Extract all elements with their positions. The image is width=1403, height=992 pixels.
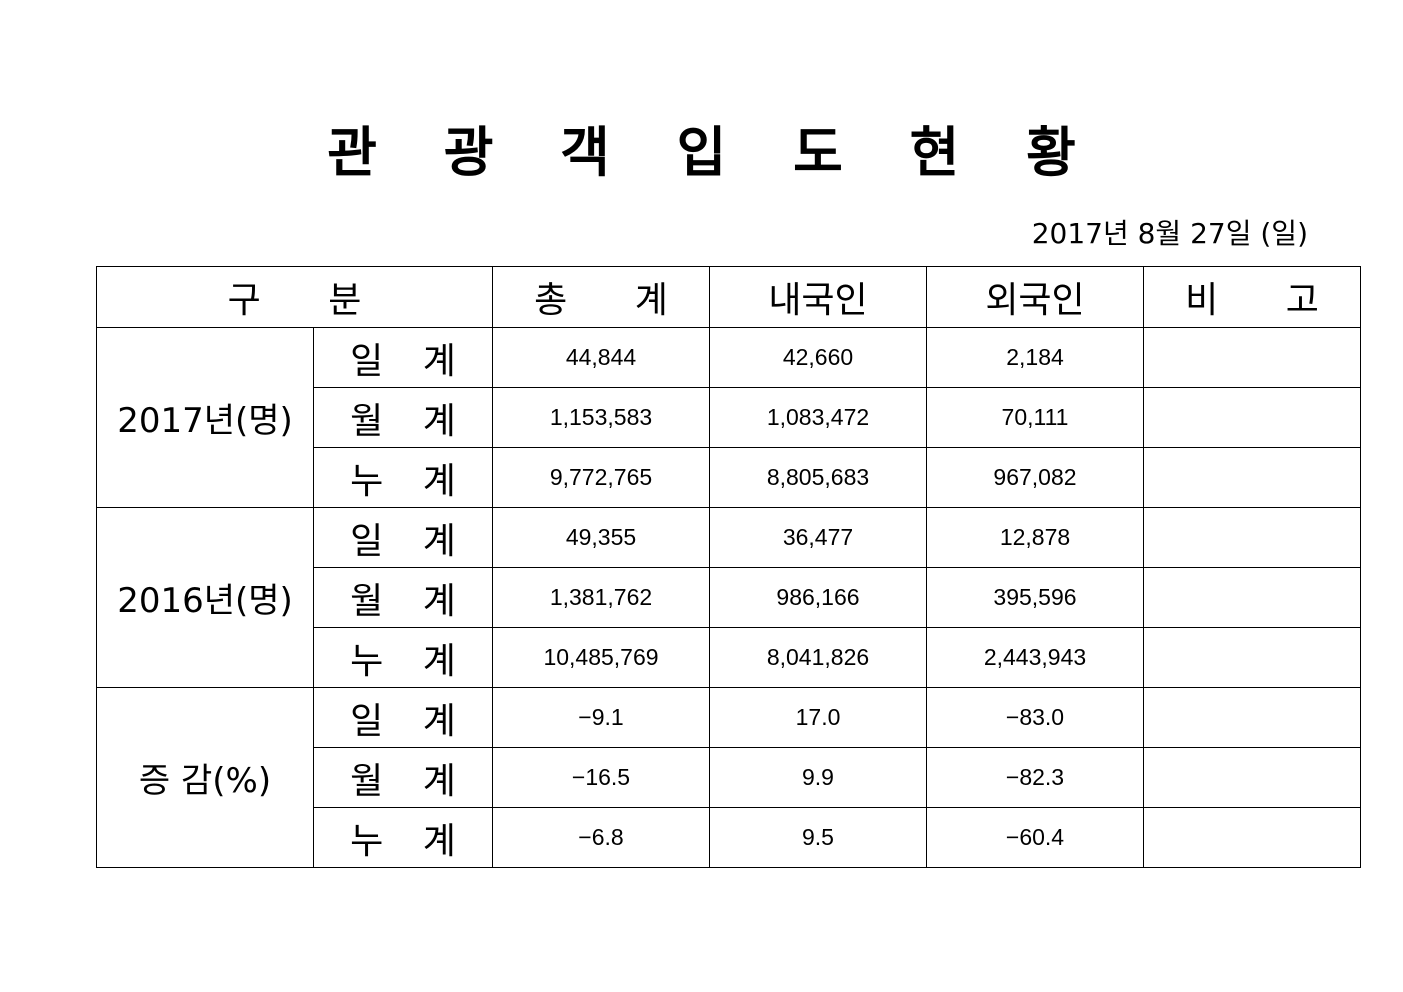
header-total: 총 계 bbox=[492, 266, 710, 328]
row-label: 일 계 bbox=[313, 687, 493, 748]
page-title: 관 광 객 입 도 현 황 bbox=[327, 121, 1100, 184]
row-label: 일 계 bbox=[313, 327, 493, 388]
cell-domestic: 9.9 bbox=[709, 747, 927, 808]
tourist-arrivals-table: 구 분 총 계 내국인 외국인 비 고 2017년(명) 일 계 44,844 … bbox=[96, 266, 1361, 868]
cell-total: −6.8 bbox=[492, 807, 710, 868]
header-domestic: 내국인 bbox=[709, 266, 927, 328]
cell-total: 1,153,583 bbox=[492, 387, 710, 448]
row-label: 일 계 bbox=[313, 507, 493, 568]
cell-total: 9,772,765 bbox=[492, 447, 710, 508]
cell-foreign: 12,878 bbox=[926, 507, 1144, 568]
table-row: 누 계 9,772,765 8,805,683 967,082 bbox=[97, 447, 1361, 508]
cell-domestic: 8,041,826 bbox=[709, 627, 927, 688]
cell-remarks bbox=[1143, 447, 1361, 508]
header-foreign: 외국인 bbox=[926, 266, 1144, 328]
group-label-change: 증 감(%) bbox=[96, 687, 314, 868]
table-row: 2017년(명) 일 계 44,844 42,660 2,184 bbox=[96, 327, 1361, 508]
table-row: 월 계 1,381,762 986,166 395,596 bbox=[97, 567, 1361, 628]
cell-foreign: −83.0 bbox=[926, 687, 1144, 748]
cell-total: 49,355 bbox=[492, 507, 710, 568]
cell-domestic: 36,477 bbox=[709, 507, 927, 568]
row-label: 월 계 bbox=[313, 747, 493, 808]
cell-total: 1,381,762 bbox=[492, 567, 710, 628]
cell-total: −16.5 bbox=[492, 747, 710, 808]
row-label: 누 계 bbox=[313, 447, 493, 508]
cell-remarks bbox=[1143, 687, 1361, 748]
cell-foreign: 395,596 bbox=[926, 567, 1144, 628]
table-row: 월 계 −16.5 9.9 −82.3 bbox=[97, 747, 1361, 808]
cell-remarks bbox=[1143, 567, 1361, 628]
cell-total: 44,844 bbox=[492, 327, 710, 388]
table-row: 누 계 10,485,769 8,041,826 2,443,943 bbox=[97, 627, 1361, 688]
row-label: 누 계 bbox=[313, 807, 493, 868]
cell-foreign: 967,082 bbox=[926, 447, 1144, 508]
cell-foreign: 2,184 bbox=[926, 327, 1144, 388]
header-remarks: 비 고 bbox=[1143, 266, 1361, 328]
table-row: 누 계 −6.8 9.5 −60.4 bbox=[97, 807, 1361, 868]
table-row: 2016년(명) 일 계 49,355 36,477 12,878 bbox=[96, 507, 1361, 688]
cell-total: −9.1 bbox=[492, 687, 710, 748]
cell-remarks bbox=[1143, 747, 1361, 808]
group-label-2016: 2016년(명) bbox=[96, 507, 314, 688]
cell-domestic: 986,166 bbox=[709, 567, 927, 628]
cell-foreign: −60.4 bbox=[926, 807, 1144, 868]
header-category: 구 분 bbox=[96, 266, 493, 328]
cell-domestic: 42,660 bbox=[709, 327, 927, 388]
cell-domestic: 1,083,472 bbox=[709, 387, 927, 448]
report-date: 2017년 8월 27일 (일) bbox=[1031, 217, 1308, 250]
cell-foreign: 2,443,943 bbox=[926, 627, 1144, 688]
cell-total: 10,485,769 bbox=[492, 627, 710, 688]
cell-domestic: 8,805,683 bbox=[709, 447, 927, 508]
row-label: 누 계 bbox=[313, 627, 493, 688]
row-label: 월 계 bbox=[313, 387, 493, 448]
cell-remarks bbox=[1143, 627, 1361, 688]
cell-remarks bbox=[1143, 507, 1361, 568]
cell-remarks bbox=[1143, 807, 1361, 868]
table-row: 증 감(%) 일 계 −9.1 17.0 −83.0 bbox=[96, 687, 1361, 868]
cell-domestic: 9.5 bbox=[709, 807, 927, 868]
cell-domestic: 17.0 bbox=[709, 687, 927, 748]
group-label-2017: 2017년(명) bbox=[96, 327, 314, 508]
cell-foreign: −82.3 bbox=[926, 747, 1144, 808]
row-label: 월 계 bbox=[313, 567, 493, 628]
table-header-row: 구 분 총 계 내국인 외국인 비 고 bbox=[96, 266, 1361, 328]
cell-foreign: 70,111 bbox=[926, 387, 1144, 448]
cell-remarks bbox=[1143, 387, 1361, 448]
cell-remarks bbox=[1143, 327, 1361, 388]
